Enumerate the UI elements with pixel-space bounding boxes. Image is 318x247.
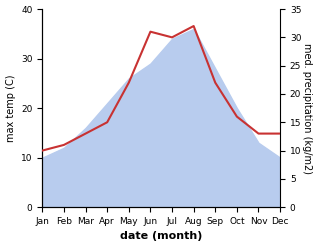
Y-axis label: max temp (C): max temp (C) (5, 74, 16, 142)
Y-axis label: med. precipitation (kg/m2): med. precipitation (kg/m2) (302, 43, 313, 174)
X-axis label: date (month): date (month) (120, 231, 203, 242)
